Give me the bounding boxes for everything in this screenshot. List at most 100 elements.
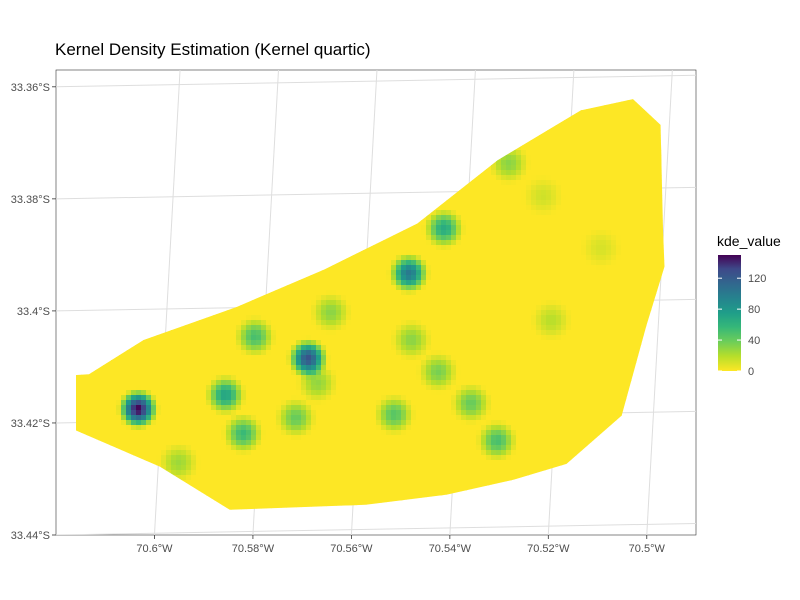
kde-cell	[586, 275, 592, 281]
kde-cell	[586, 190, 592, 196]
kde-cell	[321, 270, 327, 276]
kde-cell	[576, 125, 582, 131]
kde-cell	[611, 245, 617, 251]
kde-cell	[531, 195, 537, 201]
kde-cell	[571, 265, 577, 271]
kde-cell	[631, 120, 637, 126]
kde-cell	[321, 275, 327, 281]
kde-cell	[366, 265, 372, 271]
kde-cell	[336, 280, 342, 286]
kde-cell	[396, 275, 402, 281]
kde-cell	[636, 165, 642, 171]
kde-cell	[361, 255, 367, 261]
kde-cell	[506, 230, 512, 236]
kde-cell	[591, 145, 597, 151]
kde-cell	[381, 265, 387, 271]
kde-cell	[556, 245, 562, 251]
kde-cell	[541, 215, 547, 221]
kde-cell	[581, 160, 587, 166]
kde-cell	[606, 145, 612, 151]
kde-cell	[616, 100, 622, 106]
kde-cell	[406, 240, 412, 246]
kde-cell	[501, 275, 507, 281]
kde-cell	[501, 170, 507, 176]
kde-cell	[631, 260, 637, 266]
kde-cell	[576, 235, 582, 241]
kde-cell	[521, 175, 527, 181]
kde-cell	[296, 280, 302, 286]
kde-cell	[561, 225, 567, 231]
kde-cell	[631, 135, 637, 141]
kde-cell	[576, 210, 582, 216]
kde-cell	[651, 225, 657, 231]
kde-cell	[561, 155, 567, 161]
kde-cell	[526, 225, 532, 231]
kde-cell	[546, 165, 552, 171]
kde-cell	[501, 260, 507, 266]
kde-cell	[596, 135, 602, 141]
kde-cell	[581, 165, 587, 171]
kde-cell	[561, 215, 567, 221]
kde-cell	[481, 270, 487, 276]
kde-cell	[471, 190, 477, 196]
kde-cell	[311, 280, 317, 286]
kde-cell	[531, 150, 537, 156]
kde-cell	[531, 230, 537, 236]
kde-cell	[386, 250, 392, 256]
kde-cell	[621, 130, 627, 136]
kde-cell	[411, 260, 417, 266]
kde-cell	[581, 190, 587, 196]
kde-cell	[461, 270, 467, 276]
kde-cell	[661, 230, 665, 236]
kde-cell	[586, 205, 592, 211]
kde-cell	[401, 240, 407, 246]
kde-cell	[401, 235, 407, 241]
kde-cell	[541, 135, 547, 141]
kde-cell	[586, 110, 592, 116]
kde-cell	[551, 245, 557, 251]
kde-cell	[551, 205, 557, 211]
kde-cell	[546, 265, 552, 271]
kde-cell	[631, 155, 637, 161]
kde-cell	[561, 270, 567, 276]
kde-cell	[631, 200, 637, 206]
kde-cell	[566, 255, 572, 261]
kde-cell	[451, 245, 457, 251]
kde-cell	[646, 200, 652, 206]
kde-cell	[466, 215, 472, 221]
kde-cell	[461, 250, 467, 256]
kde-cell	[566, 120, 572, 126]
kde-cell	[541, 220, 547, 226]
kde-cell	[411, 235, 417, 241]
kde-cell	[421, 285, 427, 291]
kde-cell	[506, 235, 512, 241]
kde-cell	[626, 170, 632, 176]
kde-cell	[626, 260, 632, 266]
kde-cell	[451, 210, 457, 216]
kde-cell	[486, 235, 492, 241]
kde-cell	[621, 200, 627, 206]
kde-cell	[426, 280, 432, 286]
kde-cell	[611, 140, 617, 146]
kde-cell	[536, 235, 542, 241]
kde-cell	[641, 215, 647, 221]
kde-cell	[576, 225, 582, 231]
kde-cell	[466, 245, 472, 251]
kde-cell	[481, 170, 487, 176]
kde-cell	[516, 165, 522, 171]
kde-cell	[616, 115, 622, 121]
kde-cell	[336, 265, 342, 271]
kde-cell	[501, 155, 507, 161]
kde-cell	[391, 235, 397, 241]
kde-cell	[556, 205, 562, 211]
kde-cell	[476, 245, 482, 251]
kde-cell	[591, 190, 597, 196]
kde-cell	[536, 240, 542, 246]
kde-cell	[546, 270, 552, 276]
kde-cell	[626, 125, 632, 131]
kde-cell	[511, 155, 517, 161]
kde-cell	[616, 135, 622, 141]
kde-cell	[501, 265, 507, 271]
kde-cell	[601, 240, 607, 246]
kde-cell	[566, 140, 572, 146]
